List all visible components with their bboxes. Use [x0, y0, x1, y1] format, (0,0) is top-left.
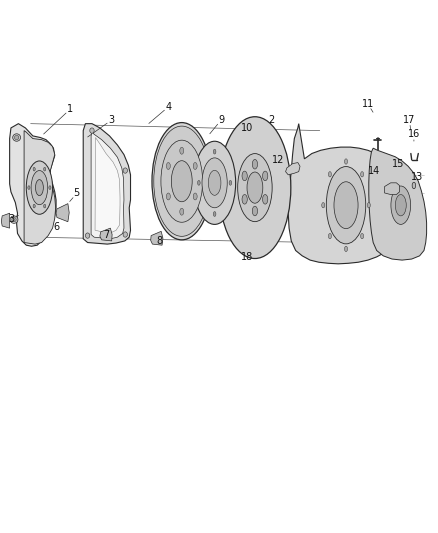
Polygon shape [369, 148, 427, 260]
Text: 4: 4 [166, 102, 172, 111]
Text: 11: 11 [362, 99, 374, 109]
Text: 17: 17 [403, 115, 416, 125]
Ellipse shape [360, 172, 364, 177]
Ellipse shape [194, 141, 236, 224]
Text: 3: 3 [109, 115, 115, 125]
Ellipse shape [367, 203, 371, 208]
Ellipse shape [252, 206, 258, 216]
Ellipse shape [166, 193, 170, 200]
Ellipse shape [13, 134, 21, 141]
Polygon shape [151, 231, 163, 245]
Ellipse shape [395, 195, 406, 216]
Text: 15: 15 [392, 159, 404, 168]
Ellipse shape [14, 135, 19, 140]
Text: 18: 18 [241, 253, 254, 262]
Polygon shape [286, 163, 300, 175]
Text: 16: 16 [408, 130, 420, 139]
Ellipse shape [44, 167, 46, 171]
Ellipse shape [152, 123, 212, 240]
Ellipse shape [28, 186, 30, 189]
Ellipse shape [193, 193, 197, 200]
Ellipse shape [412, 182, 416, 189]
Ellipse shape [229, 180, 232, 185]
Ellipse shape [360, 233, 364, 239]
Text: 14: 14 [368, 166, 381, 175]
Ellipse shape [242, 195, 247, 204]
Ellipse shape [238, 154, 272, 222]
Polygon shape [1, 213, 10, 228]
Ellipse shape [198, 180, 200, 185]
Polygon shape [385, 183, 399, 195]
Polygon shape [56, 204, 69, 222]
Ellipse shape [321, 203, 325, 208]
Ellipse shape [208, 171, 221, 195]
Ellipse shape [252, 159, 258, 169]
Text: 3: 3 [8, 214, 14, 223]
Ellipse shape [213, 212, 216, 216]
Text: 7: 7 [103, 230, 110, 239]
Ellipse shape [31, 171, 48, 205]
Ellipse shape [328, 233, 332, 239]
Polygon shape [95, 138, 120, 233]
Ellipse shape [193, 163, 197, 169]
Polygon shape [24, 131, 56, 244]
Ellipse shape [247, 172, 263, 203]
Text: 1: 1 [67, 104, 73, 114]
Polygon shape [83, 124, 131, 244]
Ellipse shape [90, 128, 94, 133]
Text: 10: 10 [241, 123, 254, 133]
Ellipse shape [154, 126, 210, 236]
Ellipse shape [161, 140, 203, 222]
Ellipse shape [213, 149, 216, 154]
Ellipse shape [171, 160, 192, 201]
Ellipse shape [166, 163, 170, 169]
Ellipse shape [12, 217, 16, 222]
Polygon shape [91, 132, 124, 239]
Ellipse shape [33, 167, 35, 171]
Ellipse shape [26, 161, 53, 214]
Ellipse shape [391, 186, 411, 224]
Ellipse shape [326, 166, 366, 244]
Text: 5: 5 [74, 189, 80, 198]
Ellipse shape [328, 172, 332, 177]
Ellipse shape [334, 182, 358, 229]
Ellipse shape [344, 159, 348, 164]
Ellipse shape [219, 117, 291, 259]
Polygon shape [10, 124, 56, 246]
Ellipse shape [262, 195, 268, 204]
Ellipse shape [49, 186, 51, 189]
Ellipse shape [262, 171, 268, 181]
Text: 2: 2 [268, 115, 275, 125]
Text: 6: 6 [53, 222, 59, 231]
Text: 12: 12 [272, 155, 284, 165]
Ellipse shape [43, 204, 46, 208]
Ellipse shape [123, 168, 127, 173]
Ellipse shape [242, 171, 247, 181]
Ellipse shape [85, 233, 90, 238]
Ellipse shape [344, 246, 348, 252]
Polygon shape [288, 124, 406, 264]
Ellipse shape [202, 158, 227, 208]
Ellipse shape [180, 147, 184, 154]
Polygon shape [100, 228, 112, 241]
Ellipse shape [10, 216, 18, 223]
Text: 9: 9 [218, 115, 224, 125]
Ellipse shape [180, 208, 184, 215]
Text: 13: 13 [411, 172, 424, 182]
Ellipse shape [123, 232, 127, 237]
Text: 8: 8 [157, 237, 163, 246]
Ellipse shape [33, 204, 35, 208]
Ellipse shape [35, 180, 43, 196]
